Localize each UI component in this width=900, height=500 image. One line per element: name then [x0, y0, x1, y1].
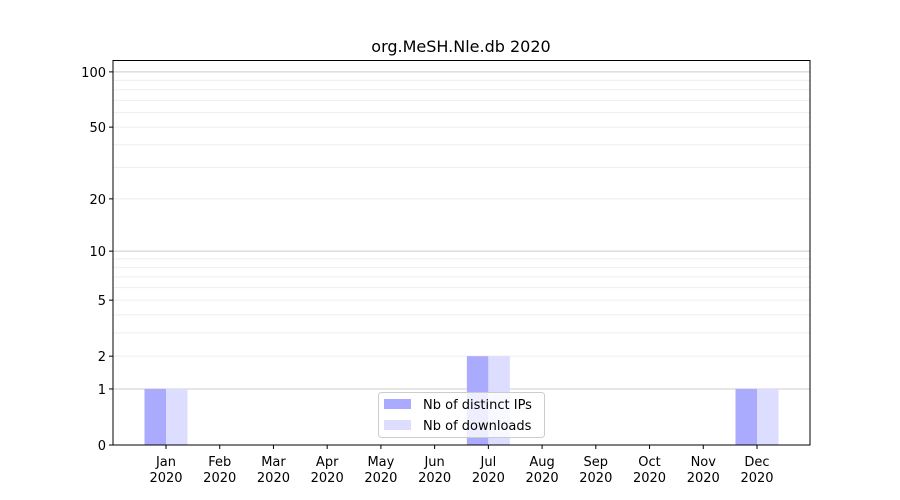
- legend-label: Nb of downloads: [423, 419, 532, 434]
- x-tick-label: Aug 2020: [526, 455, 559, 486]
- y-tick-label: 0: [98, 439, 106, 454]
- x-tick-label: Jun 2020: [418, 455, 451, 486]
- y-tick-label: 5: [98, 294, 106, 309]
- bar-downloads: [757, 388, 779, 445]
- y-tick-label: 2: [98, 350, 106, 365]
- legend-label: Nb of distinct IPs: [423, 398, 532, 413]
- x-tick-label: Apr 2020: [311, 455, 344, 486]
- grid: [113, 71, 810, 390]
- plot-frame: [112, 60, 811, 446]
- x-tick-label: Sep 2020: [579, 455, 612, 486]
- x-tick-label: Oct 2020: [633, 455, 666, 486]
- x-tick-label: Jul 2020: [472, 455, 505, 486]
- bar-distinct-ips: [144, 388, 166, 445]
- bar-downloads: [166, 388, 188, 445]
- bar-distinct-ips: [735, 388, 757, 445]
- y-tick-label: 1: [98, 383, 106, 398]
- y-tick-label: 10: [89, 245, 106, 260]
- legend-swatch: [384, 399, 411, 409]
- x-tick-label: Feb 2020: [203, 455, 236, 486]
- y-tick-label: 20: [89, 193, 106, 208]
- chart-title: org.MeSH.Nle.db 2020: [371, 37, 550, 56]
- x-tick-label: Jan 2020: [149, 455, 182, 486]
- x-tick-label: Dec 2020: [740, 455, 773, 486]
- x-axis: Jan 2020 Feb 2020 Mar 2020 Apr 2020 May 2020 Jun 20…: [149, 445, 774, 486]
- y-tick-label: 100: [81, 66, 106, 81]
- x-tick-label: Nov 2020: [687, 455, 720, 486]
- y-tick-label: 50: [89, 121, 106, 136]
- y-axis: 0 1 2 5 10 20 50 100: [81, 66, 113, 454]
- legend: Nb of distinct IPs Nb of downloads: [378, 392, 545, 438]
- x-tick-label: May 2020: [364, 455, 397, 486]
- legend-swatch: [384, 420, 411, 430]
- x-tick-label: Mar 2020: [257, 455, 290, 486]
- legend-box: [378, 392, 545, 438]
